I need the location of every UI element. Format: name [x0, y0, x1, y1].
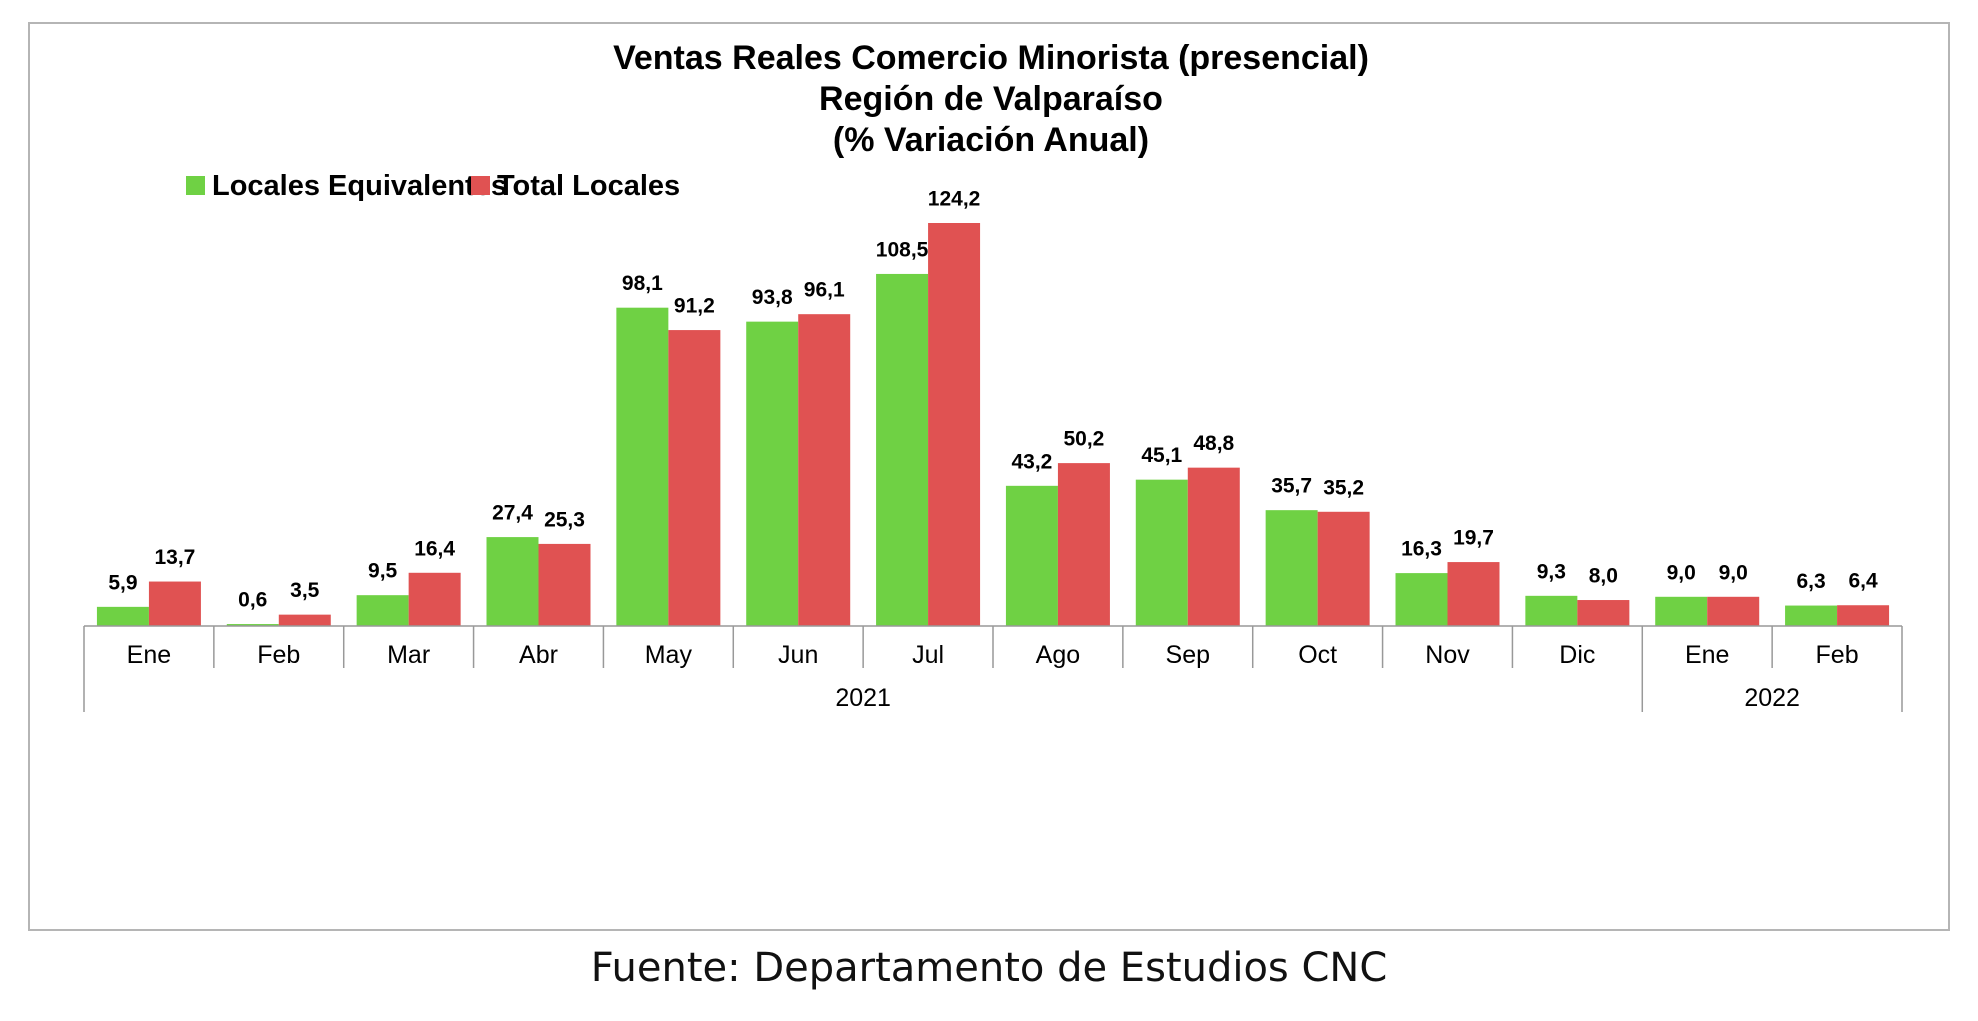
- bar-equivalentes-10: [1265, 510, 1318, 626]
- bar-equivalentes-5: [616, 307, 669, 626]
- bar-equivalentes-2: [226, 624, 279, 626]
- chart-area: Ventas Reales Comercio Minorista (presen…: [83, 39, 1903, 712]
- category-label-4: Abr: [519, 641, 558, 669]
- data-label-equivalentes-10: 35,7: [1271, 475, 1312, 498]
- bar-equivalentes-8: [1005, 485, 1058, 626]
- legend-swatch-1: [186, 176, 205, 195]
- bar-total-10: [1317, 511, 1370, 626]
- bar-total-6: [798, 314, 851, 626]
- chart-title-line-3: (% Variación Anual): [833, 121, 1149, 159]
- data-label-equivalentes-1: 5,9: [108, 571, 137, 594]
- bar-total-5: [668, 330, 721, 626]
- category-label-14: Feb: [1816, 641, 1859, 669]
- category-label-13: Ene: [1685, 641, 1729, 669]
- bar-total-3: [408, 572, 461, 626]
- data-label-total-1: 13,7: [154, 546, 195, 569]
- legend-swatch-2: [471, 176, 490, 195]
- bar-total-9: [1187, 467, 1240, 626]
- category-label-1: Ene: [127, 641, 171, 669]
- category-label-10: Oct: [1298, 641, 1337, 669]
- bar-equivalentes-13: [1655, 596, 1708, 626]
- bar-total-12: [1577, 600, 1630, 626]
- bar-equivalentes-12: [1525, 595, 1578, 626]
- data-label-total-3: 16,4: [414, 537, 455, 560]
- chart-frame: Ventas Reales Comercio Minorista (presen…: [28, 22, 1950, 931]
- bar-equivalentes-14: [1785, 605, 1838, 626]
- data-label-total-12: 8,0: [1589, 565, 1618, 588]
- year-label-2022: 2022: [1744, 684, 1800, 712]
- data-label-total-2: 3,5: [290, 579, 320, 602]
- data-label-equivalentes-3: 9,5: [368, 560, 398, 583]
- bar-total-2: [278, 614, 331, 626]
- data-label-total-9: 48,8: [1193, 432, 1234, 455]
- bar-equivalentes-3: [356, 595, 409, 626]
- data-label-equivalentes-8: 43,2: [1011, 450, 1052, 473]
- chart-title-line-2: Región de Valparaíso: [819, 80, 1163, 118]
- bar-total-8: [1057, 463, 1110, 626]
- data-label-total-5: 91,2: [674, 295, 715, 318]
- bar-total-1: [148, 581, 201, 626]
- bar-total-14: [1837, 605, 1890, 626]
- data-label-equivalentes-7: 108,5: [876, 238, 929, 261]
- data-label-total-7: 124,2: [928, 188, 981, 211]
- data-label-equivalentes-6: 93,8: [752, 286, 793, 309]
- chart-title-line-1: Ventas Reales Comercio Minorista (presen…: [613, 39, 1369, 77]
- bar-equivalentes-11: [1395, 573, 1448, 626]
- bar-equivalentes-1: [96, 606, 149, 626]
- category-label-6: Jun: [778, 641, 818, 669]
- data-label-total-13: 9,0: [1719, 561, 1748, 584]
- bar-equivalentes-7: [876, 273, 929, 626]
- data-label-total-6: 96,1: [804, 279, 845, 302]
- data-label-equivalentes-9: 45,1: [1141, 444, 1182, 467]
- data-label-equivalentes-13: 9,0: [1667, 561, 1696, 584]
- data-label-equivalentes-2: 0,6: [238, 589, 267, 612]
- category-label-8: Ago: [1036, 641, 1080, 669]
- data-label-equivalentes-4: 27,4: [492, 502, 533, 525]
- bar-total-7: [928, 223, 981, 626]
- bar-equivalentes-4: [486, 537, 539, 626]
- year-label-2021: 2021: [835, 684, 891, 712]
- category-label-7: Jul: [912, 641, 944, 669]
- legend-label-2: Total Locales: [497, 170, 680, 202]
- data-label-equivalentes-12: 9,3: [1537, 560, 1566, 583]
- data-label-total-10: 35,2: [1323, 476, 1364, 499]
- legend-label-1: Locales Equivalentes: [212, 170, 507, 202]
- bar-equivalentes-9: [1135, 479, 1188, 626]
- data-label-total-4: 25,3: [544, 508, 585, 531]
- data-label-total-8: 50,2: [1063, 428, 1104, 451]
- bar-equivalentes-6: [746, 321, 799, 626]
- bar-total-13: [1707, 596, 1760, 626]
- category-label-11: Nov: [1425, 641, 1470, 669]
- data-label-equivalentes-5: 98,1: [622, 272, 663, 295]
- bar-total-11: [1447, 562, 1500, 626]
- data-label-equivalentes-11: 16,3: [1401, 538, 1442, 561]
- category-label-2: Feb: [257, 641, 300, 669]
- data-label-total-11: 19,7: [1453, 527, 1494, 550]
- data-label-equivalentes-14: 6,3: [1796, 570, 1825, 593]
- source-note: Fuente: Departamento de Estudios CNC: [590, 945, 1388, 991]
- category-label-12: Dic: [1559, 641, 1595, 669]
- category-label-9: Sep: [1166, 641, 1210, 669]
- data-label-total-14: 6,4: [1848, 570, 1878, 593]
- category-label-3: Mar: [387, 641, 430, 669]
- category-label-5: May: [645, 641, 693, 669]
- bar-total-4: [538, 543, 591, 626]
